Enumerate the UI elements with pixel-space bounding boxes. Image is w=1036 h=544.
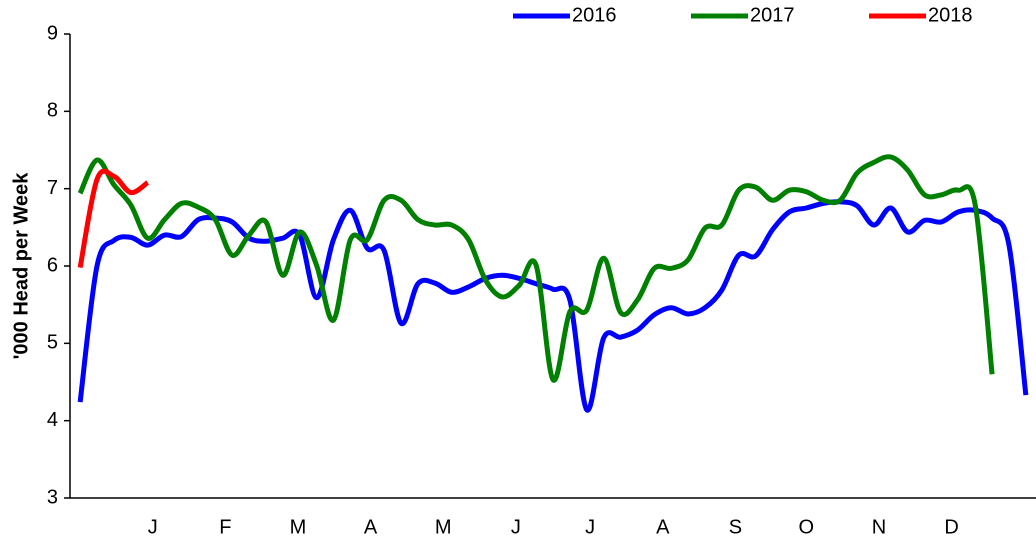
legend-label: 2016 <box>572 4 617 26</box>
y-tick-label: 8 <box>47 100 58 122</box>
y-tick-label: 9 <box>47 22 58 44</box>
x-tick-label: F <box>219 516 231 538</box>
x-tick-label: A <box>656 516 670 538</box>
y-tick-label: 7 <box>47 177 58 199</box>
x-tick-label: A <box>364 516 378 538</box>
x-tick-label: O <box>799 516 815 538</box>
x-tick-label: D <box>944 516 958 538</box>
x-tick-label: M <box>435 516 452 538</box>
x-tick-label: N <box>872 516 886 538</box>
series-line <box>77 168 150 269</box>
legend-label: 2017 <box>750 4 795 26</box>
y-tick-label: 6 <box>47 254 58 276</box>
x-tick-label: M <box>290 516 307 538</box>
x-tick-label: S <box>729 516 742 538</box>
y-tick-label: 3 <box>47 486 58 508</box>
series-line <box>77 199 1029 413</box>
x-tick-label: J <box>511 516 521 538</box>
x-tick-label: J <box>148 516 158 538</box>
y-axis-label: '000 Head per Week <box>10 172 32 360</box>
legend-label: 2018 <box>928 4 973 26</box>
y-tick-label: 4 <box>47 409 58 431</box>
y-tick-label: 5 <box>47 332 58 354</box>
x-tick-label: J <box>585 516 595 538</box>
series-line <box>77 154 995 383</box>
